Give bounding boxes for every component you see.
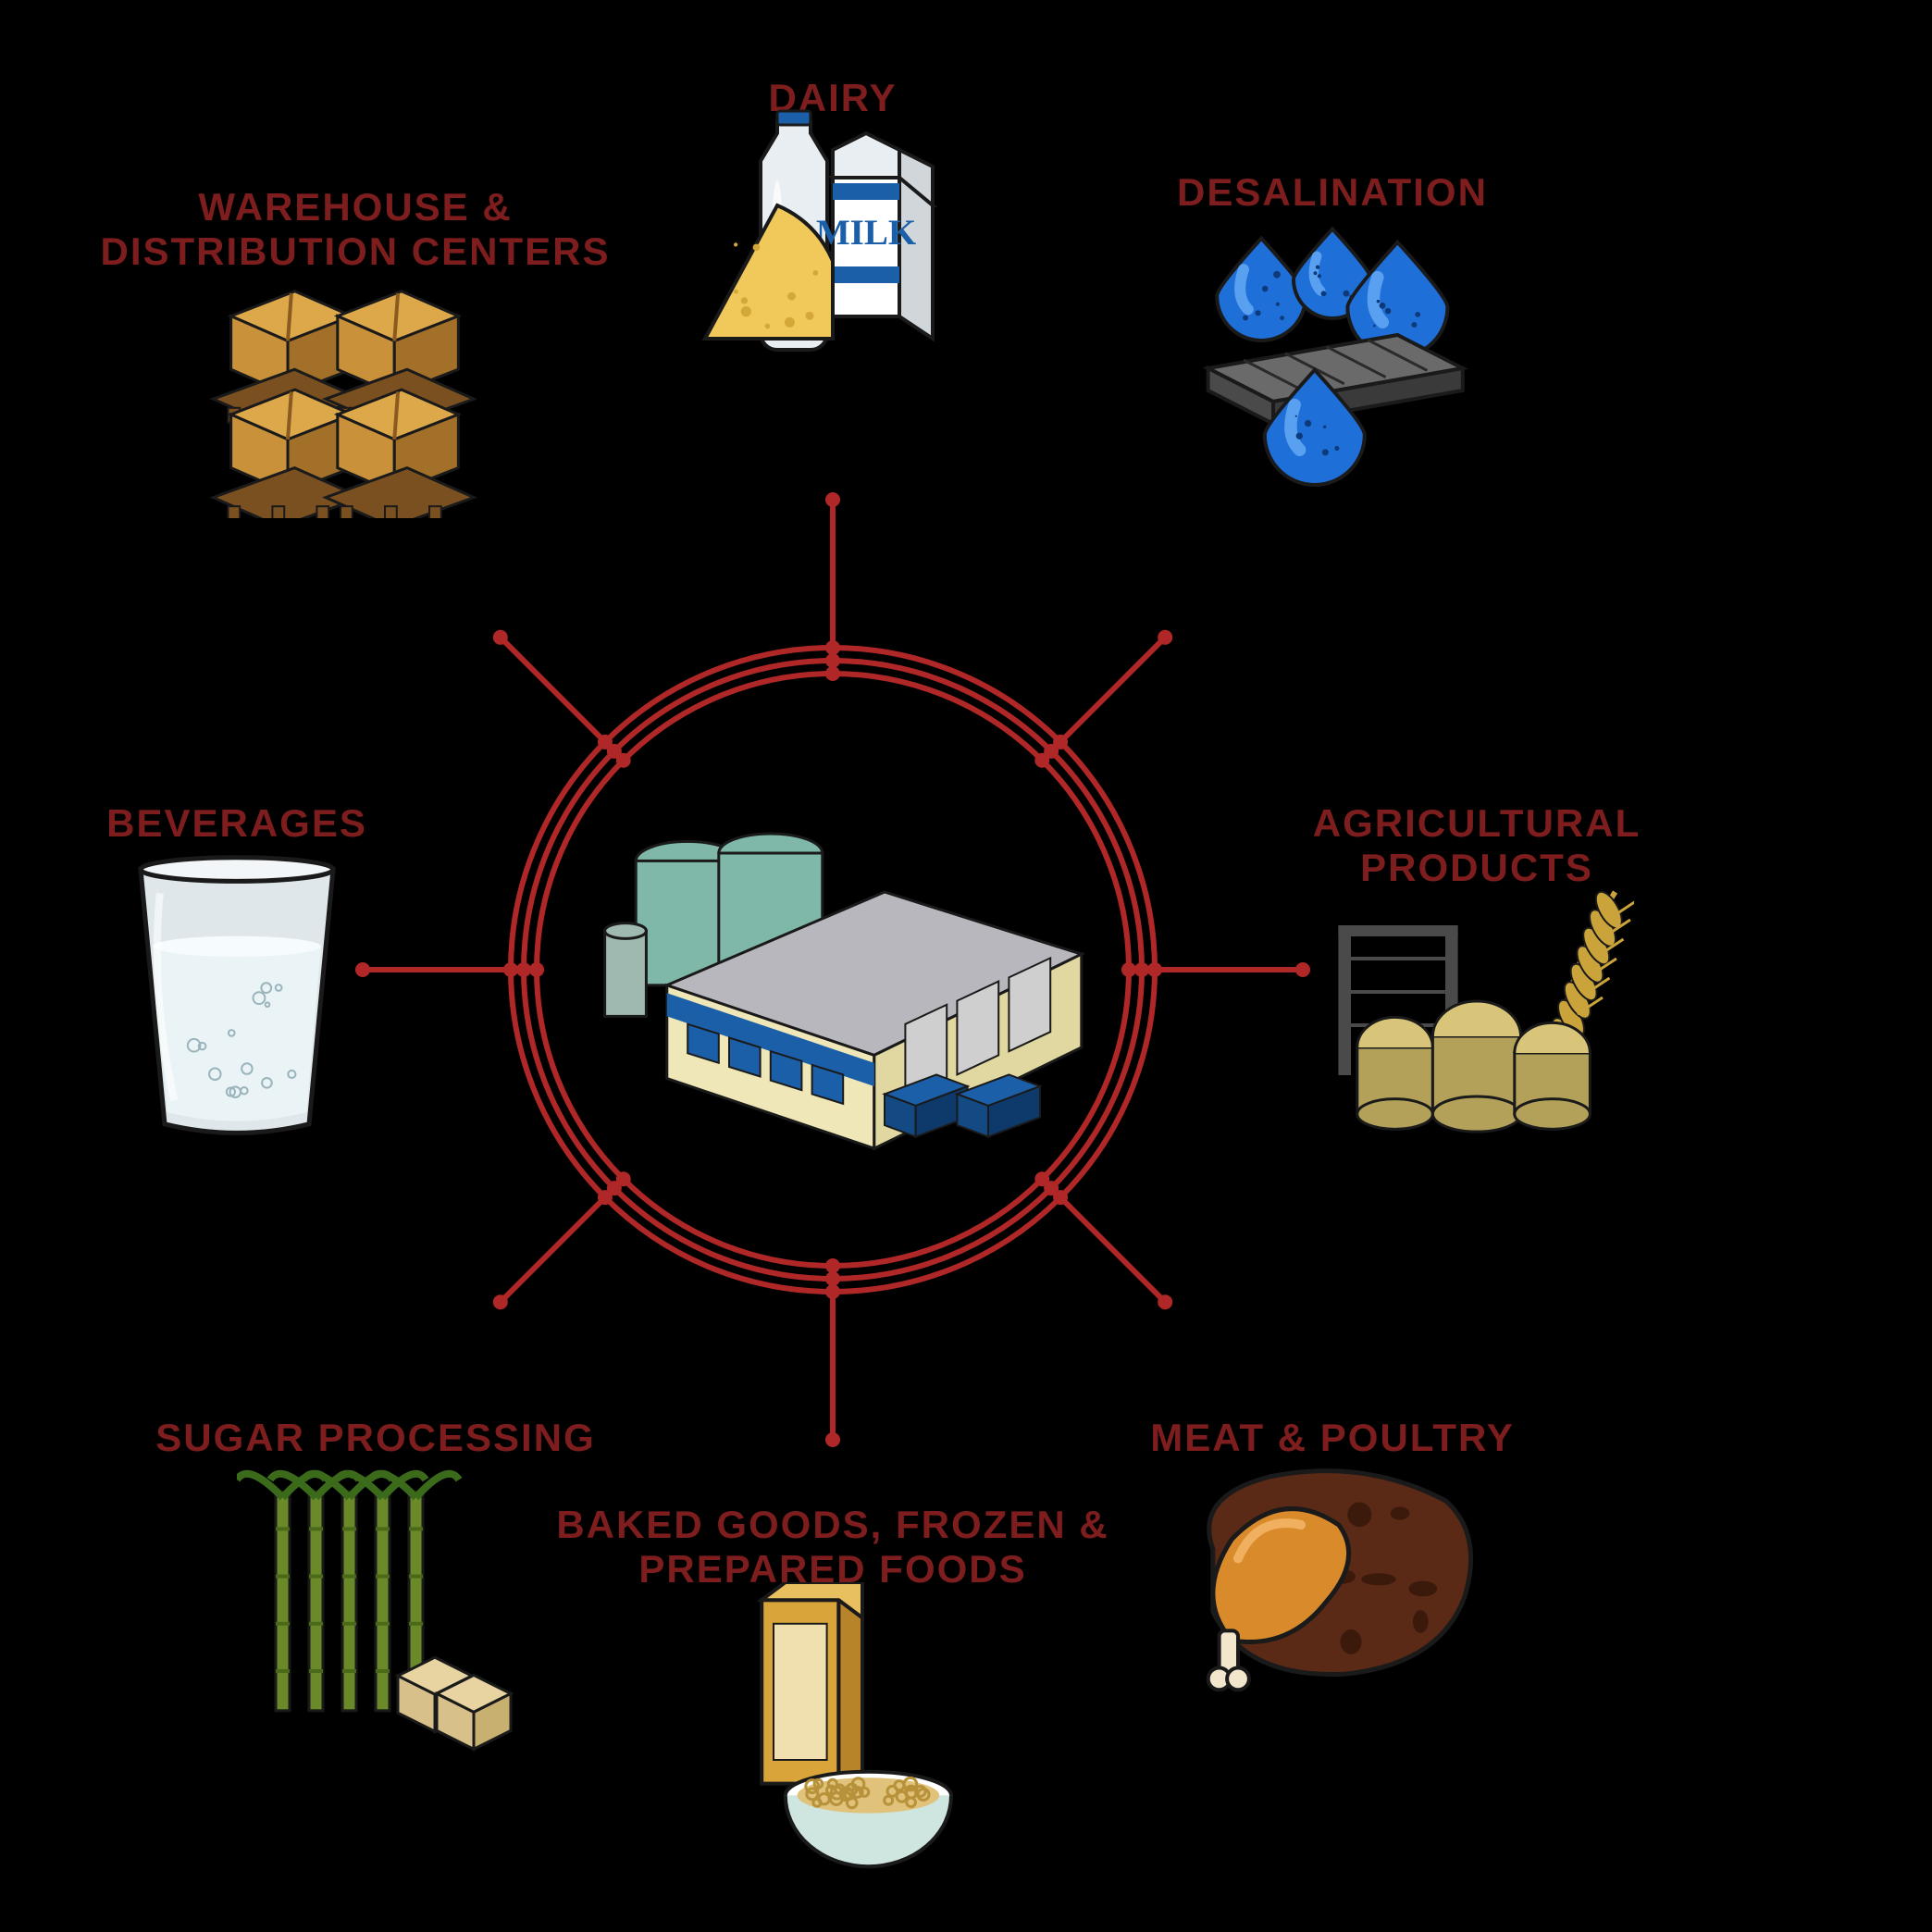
- spoke-label: SUGAR PROCESSING: [135, 1416, 616, 1460]
- sugar-icon: [237, 1462, 514, 1758]
- baked-icon: [685, 1582, 981, 1878]
- meat-icon: [1175, 1453, 1490, 1693]
- center-factory-icon: [574, 775, 1092, 1164]
- spoke-label: DESALINATION: [1092, 170, 1573, 215]
- agri-icon: [1319, 875, 1634, 1153]
- spoke-label: BEVERAGES: [0, 801, 477, 846]
- spoke-label: BAKED GOODS, FROZEN & PREPARED FOODS: [537, 1503, 1129, 1592]
- bev-icon: [117, 846, 357, 1142]
- dairy-icon: MILK: [694, 83, 972, 361]
- svg-text:MILK: MILK: [816, 213, 917, 253]
- warehouse-icon: [207, 259, 503, 518]
- desal-icon: [1184, 213, 1480, 490]
